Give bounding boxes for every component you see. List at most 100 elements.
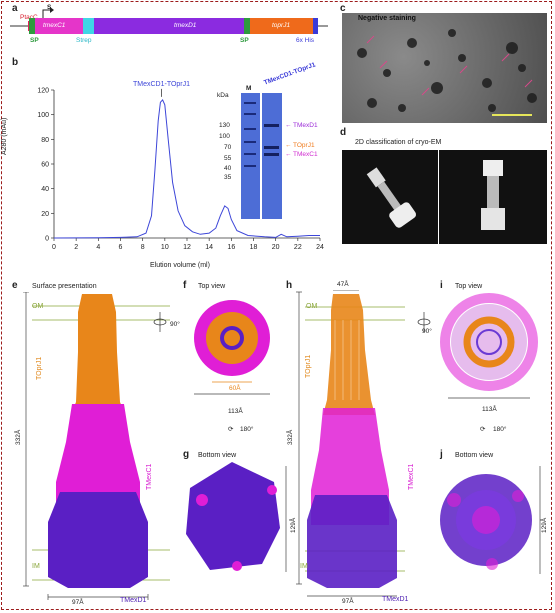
ribbon-model xyxy=(296,290,405,597)
band-arrow-tmexc1: ← xyxy=(285,151,292,158)
y-tick-label: 100 xyxy=(37,112,49,119)
chart-xlabel: Elution volume (ml) xyxy=(150,262,210,269)
h-width-label: 97Å xyxy=(342,598,354,605)
f-outer-label: 113Å xyxy=(228,408,243,415)
g-title: Bottom view xyxy=(198,452,237,459)
panel-label-a: a xyxy=(12,3,18,14)
x-tick-label: 8 xyxy=(141,244,145,251)
x-tick-label: 18 xyxy=(250,244,258,251)
rotate-90-icon-h xyxy=(417,312,431,332)
f-rot2-label: 180° xyxy=(240,426,254,433)
e-im-label: IM xyxy=(32,563,40,570)
e-tmexd1-label: TMexD1 xyxy=(120,597,147,604)
his-label: 6x His xyxy=(296,37,315,44)
y-tick-label: 20 xyxy=(41,211,49,218)
h-toprj1-label: TOprJ1 xyxy=(305,354,312,378)
cryoem-title: 2D classification of cryo-EM xyxy=(355,139,442,146)
panel-label-j: j xyxy=(440,449,443,460)
sd-label: S xyxy=(47,4,52,11)
x-tick-label: 12 xyxy=(183,244,191,251)
x-tick-label: 10 xyxy=(161,244,169,251)
panel-label-i: i xyxy=(440,280,443,291)
panel-label-g: g xyxy=(183,449,190,460)
panel-label-c: c xyxy=(340,3,346,14)
i-rot1-label: 90° xyxy=(422,328,432,335)
gel-image xyxy=(241,93,282,219)
e-toprj1-label: TOprJ1 xyxy=(36,356,43,380)
band-label-toprj1: TOprJ1 xyxy=(293,142,315,149)
e-tmexc1-label: TMexC1 xyxy=(146,463,153,490)
rotate-180-icon-f: ⟳ xyxy=(228,426,234,433)
x-tick-label: 22 xyxy=(294,244,302,251)
gel-marker-70: 70 xyxy=(224,144,232,151)
gel-marker-35: 35 xyxy=(224,174,232,181)
x-tick-label: 6 xyxy=(119,244,123,251)
h-top-label: 47Å xyxy=(337,281,349,288)
panel-label-d: d xyxy=(340,127,347,138)
x-tick-label: 24 xyxy=(316,244,324,251)
promoter-label: PtacC xyxy=(20,14,38,21)
band-label-tmexc1: TMexC1 xyxy=(293,151,318,158)
peak-annotation: TMexCD1-TOprJ1 xyxy=(133,81,190,88)
spacer-label: Strep xyxy=(76,37,92,44)
band-label-tmexd1: TMexD1 xyxy=(293,122,318,129)
f-inner-label: 60Å xyxy=(229,385,241,392)
x-tick-label: 2 xyxy=(74,244,78,251)
rotate-180-icon-i: ⟳ xyxy=(480,426,486,433)
band-arrow-tmexd1: ← xyxy=(285,122,292,129)
gel-kda-label: kDa xyxy=(217,92,229,99)
top-view-ribbon xyxy=(440,293,538,399)
h-im-label: IM xyxy=(300,563,308,570)
h-tmexd1-label: TMexD1 xyxy=(382,596,409,603)
gel-marker-130: 130 xyxy=(219,122,230,129)
his-block xyxy=(313,18,318,34)
sp-block-left xyxy=(29,18,35,34)
h-tmexc1-label: TMexC1 xyxy=(408,463,415,490)
gel-marker-55: 55 xyxy=(224,155,232,162)
cryoem-class-2 xyxy=(439,150,547,244)
x-tick-label: 14 xyxy=(205,244,213,251)
band-arrow-toprj1: ← xyxy=(285,142,292,149)
panel-label-e: e xyxy=(12,280,18,291)
e-width-label: 97Å xyxy=(72,599,84,606)
j-height-label: 129Å xyxy=(541,517,548,533)
gel-header-marker: M xyxy=(246,85,252,92)
y-tick-label: 0 xyxy=(45,236,49,243)
y-tick-label: 60 xyxy=(41,162,49,169)
sp-block-right xyxy=(244,18,250,34)
sec-chart: 0 2 4 6 8 10 12 14 16 18 20 22 24020406080100120TMex… xyxy=(37,81,324,251)
h-height-label: 332Å xyxy=(287,429,294,445)
x-tick-label: 20 xyxy=(272,244,280,251)
x-tick-label: 16 xyxy=(227,244,235,251)
y-tick-label: 120 xyxy=(37,88,49,95)
e-om-label: OM xyxy=(32,303,44,310)
surface-title: Surface presentation xyxy=(32,283,97,290)
negative-staining-title: Negative staining xyxy=(358,15,416,22)
x-tick-label: 0 xyxy=(52,244,56,251)
top-view-surface xyxy=(194,300,270,395)
i-outer-label: 113Å xyxy=(482,406,497,413)
gel-marker-100: 100 xyxy=(219,133,230,140)
i-title: Top view xyxy=(455,283,483,290)
h-om-label: OM xyxy=(306,303,318,310)
panel-label-f: f xyxy=(183,280,187,291)
i-rot2-label: 180° xyxy=(493,426,507,433)
gene-tmexd1: tmexD1 xyxy=(94,18,244,34)
cryoem-class-1 xyxy=(342,150,438,244)
rotate-90-icon xyxy=(153,312,167,332)
negative-staining-image xyxy=(342,13,547,123)
sp-label-left: SP xyxy=(30,37,39,44)
bottom-view-surface xyxy=(186,462,287,572)
surface-model xyxy=(23,292,170,600)
f-rot1-label: 90° xyxy=(170,321,180,328)
e-height-label: 332Å xyxy=(15,429,22,445)
sec-trace-line xyxy=(53,99,320,239)
spacer-block xyxy=(83,18,94,34)
gene-tmexc1: tmexC1 xyxy=(35,18,83,34)
gel-marker-40: 40 xyxy=(224,165,232,172)
f-title: Top view xyxy=(198,283,226,290)
j-title: Bottom view xyxy=(455,452,494,459)
x-tick-label: 4 xyxy=(96,244,100,251)
